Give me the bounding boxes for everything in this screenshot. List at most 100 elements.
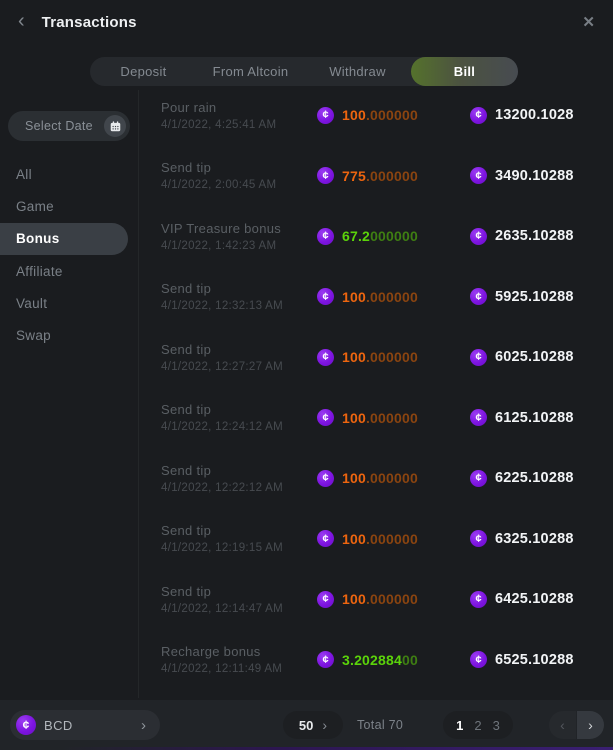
coin-icon: ¢	[470, 348, 487, 366]
chevron-right-icon: ›	[141, 716, 146, 734]
balance-value: 6525.10288	[495, 651, 574, 668]
back-icon[interactable]: ‹	[18, 10, 25, 32]
balance-value: 6025.10288	[495, 349, 574, 366]
currency-label: BCD	[44, 717, 73, 733]
bottom-glow	[0, 747, 613, 750]
transaction-amount: ¢ 67.2000000	[317, 227, 470, 245]
transaction-row: Pour rain 4/1/2022, 4:25:41 AM ¢ 100.00000…	[139, 85, 613, 146]
balance-value: 3490.10288	[495, 167, 574, 184]
filter-list: All Game Bonus Affiliate Vault Swap	[0, 158, 138, 352]
transaction-title: Send tip	[161, 402, 212, 418]
coin-icon: ¢	[317, 227, 334, 245]
transaction-amount: ¢ 100.000000	[317, 409, 470, 427]
transaction-row: Recharge bonus 4/1/2022, 12:11:49 AM ¢ 3.2…	[139, 630, 613, 691]
amount-fraction: 000000	[370, 228, 418, 245]
coin-icon: ¢	[317, 590, 334, 608]
close-icon[interactable]: ✕	[582, 14, 595, 31]
transaction-balance: ¢ 13200.1028	[470, 106, 613, 124]
transaction-balance: ¢ 3490.10288	[470, 167, 613, 185]
amount-fraction: .000000	[365, 167, 418, 184]
transaction-balance: ¢ 2635.10288	[470, 227, 613, 245]
amount-main: 775	[342, 167, 366, 184]
filter-affiliate[interactable]: Affiliate	[16, 263, 63, 279]
page-2[interactable]: 2	[474, 717, 482, 733]
transaction-row: Send tip 4/1/2022, 12:32:13 AM ¢ 100.00000…	[139, 267, 613, 328]
amount-fraction: .000000	[365, 591, 418, 608]
amount-fraction: .000000	[365, 107, 418, 124]
transaction-amount: ¢ 100.000000	[317, 469, 470, 487]
balance-value: 6425.10288	[495, 591, 574, 608]
transaction-title: Send tip	[161, 160, 212, 176]
balance-value: 6225.10288	[495, 470, 574, 487]
transaction-datetime: 4/1/2022, 12:27:27 AM	[161, 360, 284, 373]
filter-game[interactable]: Game	[16, 198, 54, 214]
transaction-datetime: 4/1/2022, 12:24:12 AM	[161, 421, 284, 434]
total-count: Total 70	[357, 718, 404, 732]
transaction-type-tabs: Deposit From Altcoin Withdraw Bill	[90, 57, 518, 86]
transaction-row: Send tip 4/1/2022, 12:14:47 AM ¢ 100.00000…	[139, 569, 613, 630]
page-size-selector[interactable]: 50 ›	[283, 711, 343, 739]
transaction-title: Send tip	[161, 281, 212, 297]
page-1[interactable]: 1	[456, 717, 464, 733]
transaction-amount: ¢ 100.000000	[317, 590, 470, 608]
amount-main: 100	[342, 288, 366, 305]
coin-icon: ¢	[470, 590, 487, 608]
amount-main: 100	[342, 530, 366, 547]
calendar-icon	[104, 115, 126, 137]
transaction-title: Send tip	[161, 462, 212, 478]
transaction-title: Send tip	[161, 583, 212, 599]
transaction-datetime: 4/1/2022, 4:25:41 AM	[161, 118, 277, 131]
tab-deposit[interactable]: Deposit	[120, 64, 167, 79]
chevron-right-icon: ›	[588, 717, 593, 733]
filter-bonus[interactable]: Bonus	[0, 222, 128, 255]
next-page-button[interactable]: ›	[577, 711, 604, 739]
amount-fraction: 00	[402, 651, 418, 668]
transaction-amount: ¢ 100.000000	[317, 288, 470, 306]
page-3[interactable]: 3	[492, 717, 500, 733]
page-title: Transactions	[41, 13, 137, 31]
amount-main: 100	[342, 591, 366, 608]
transaction-row: Send tip 4/1/2022, 12:24:12 AM ¢ 100.00000…	[139, 388, 613, 449]
coin-icon: ¢	[470, 227, 487, 245]
transaction-title: Send tip	[161, 341, 212, 357]
amount-fraction: .000000	[365, 288, 418, 305]
transaction-title: Pour rain	[161, 99, 217, 115]
amount-main: 100	[342, 470, 366, 487]
transaction-balance: ¢ 6025.10288	[470, 348, 613, 366]
tab-bill[interactable]: Bill	[411, 57, 518, 86]
transaction-datetime: 4/1/2022, 1:42:23 AM	[161, 239, 277, 252]
transaction-datetime: 4/1/2022, 12:32:13 AM	[161, 300, 284, 313]
coin-icon: ¢	[470, 288, 487, 306]
coin-icon: ¢	[470, 469, 487, 487]
transaction-datetime: 4/1/2022, 2:00:45 AM	[161, 179, 277, 192]
select-date-button[interactable]: Select Date	[8, 111, 130, 141]
transaction-datetime: 4/1/2022, 12:14:47 AM	[161, 602, 284, 615]
filter-swap[interactable]: Swap	[16, 328, 51, 344]
coin-icon: ¢	[317, 469, 334, 487]
amount-fraction: .000000	[365, 470, 418, 487]
coin-icon: ¢	[317, 348, 334, 366]
transaction-amount: ¢ 775.000000	[317, 167, 470, 185]
transaction-row: Send tip 4/1/2022, 12:27:27 AM ¢ 100.00000…	[139, 327, 613, 388]
prev-page-button[interactable]: ‹	[549, 711, 576, 739]
transaction-title: Send tip	[161, 523, 212, 539]
filter-vault[interactable]: Vault	[16, 295, 48, 311]
filter-all[interactable]: All	[16, 166, 32, 182]
transaction-title: VIP Treasure bonus	[161, 220, 282, 236]
transaction-row: Send tip 4/1/2022, 12:22:12 AM ¢ 100.00000…	[139, 448, 613, 509]
tab-withdraw[interactable]: Withdraw	[329, 64, 386, 79]
currency-selector[interactable]: ¢ BCD ›	[10, 710, 160, 740]
transaction-row: Send tip 4/1/2022, 12:19:15 AM ¢ 100.00000…	[139, 509, 613, 570]
tab-from-altcoin[interactable]: From Altcoin	[212, 64, 289, 79]
coin-icon: ¢	[317, 409, 334, 427]
balance-value: 6125.10288	[495, 409, 574, 426]
balance-value: 5925.10288	[495, 288, 574, 305]
transaction-balance: ¢ 5925.10288	[470, 288, 613, 306]
amount-main: 100	[342, 349, 366, 366]
balance-value: 6325.10288	[495, 530, 574, 547]
transaction-amount: ¢ 100.000000	[317, 530, 470, 548]
page-size-value: 50	[298, 717, 314, 733]
select-date-label: Select Date	[25, 119, 93, 133]
transaction-title: Recharge bonus	[161, 644, 261, 660]
transaction-balance: ¢ 6425.10288	[470, 590, 613, 608]
